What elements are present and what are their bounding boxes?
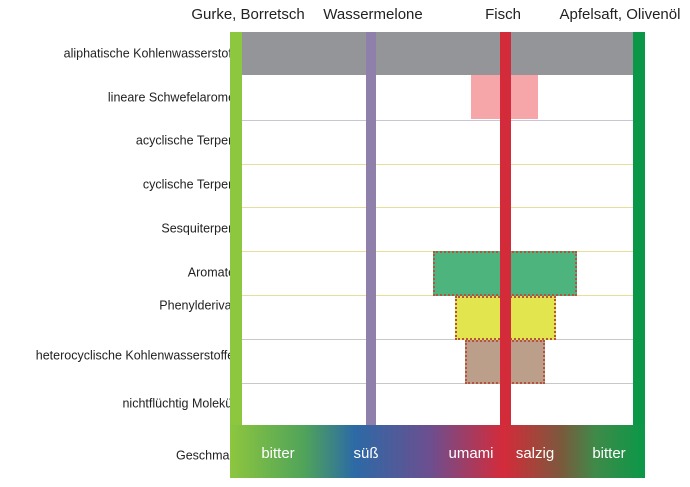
row-label: Aromaten: [187, 265, 242, 280]
taste-label: umami: [448, 445, 494, 462]
fisch-bar: [500, 32, 511, 425]
row-divider: [242, 339, 634, 340]
taste-label: salzig: [515, 445, 555, 462]
row-label: cyclische Terpene: [142, 177, 242, 192]
wassermelone-bar: [366, 32, 376, 425]
column-header-apfelsaft: Apfelsaft, Olivenöl: [559, 6, 681, 23]
row-label: aliphatische Kohlenwasserstoffe: [63, 46, 242, 61]
row-divider: [242, 207, 634, 208]
column-header-gurke: Gurke, Borretsch: [191, 6, 305, 23]
row-label: lineare Schwefelaromen: [107, 90, 242, 105]
row-label: nichtflüchtig Moleküle: [122, 396, 242, 411]
row-divider: [242, 120, 634, 121]
row-divider: [242, 383, 634, 384]
row-label: Geschmack: [176, 448, 242, 463]
taste-gradient: [230, 425, 645, 478]
apfelsaft-bar: [633, 32, 645, 425]
row-label: Sesquiterpene: [161, 221, 242, 236]
gurke-bar: [230, 32, 242, 425]
row-label: Phenylderivate: [159, 298, 242, 313]
row-label: acyclische Terpene: [135, 133, 242, 148]
row-divider: [242, 164, 634, 165]
column-header-wassermelone: Wassermelone: [323, 6, 423, 23]
column-header-fisch: Fisch: [485, 6, 521, 23]
row-label: heterocyclische Kohlenwasserstoffe: [35, 348, 235, 363]
aliphatic-band: [242, 32, 634, 75]
taste-label: süß: [353, 445, 379, 462]
taste-label: bitter: [592, 445, 626, 462]
taste-label: bitter: [261, 445, 295, 462]
